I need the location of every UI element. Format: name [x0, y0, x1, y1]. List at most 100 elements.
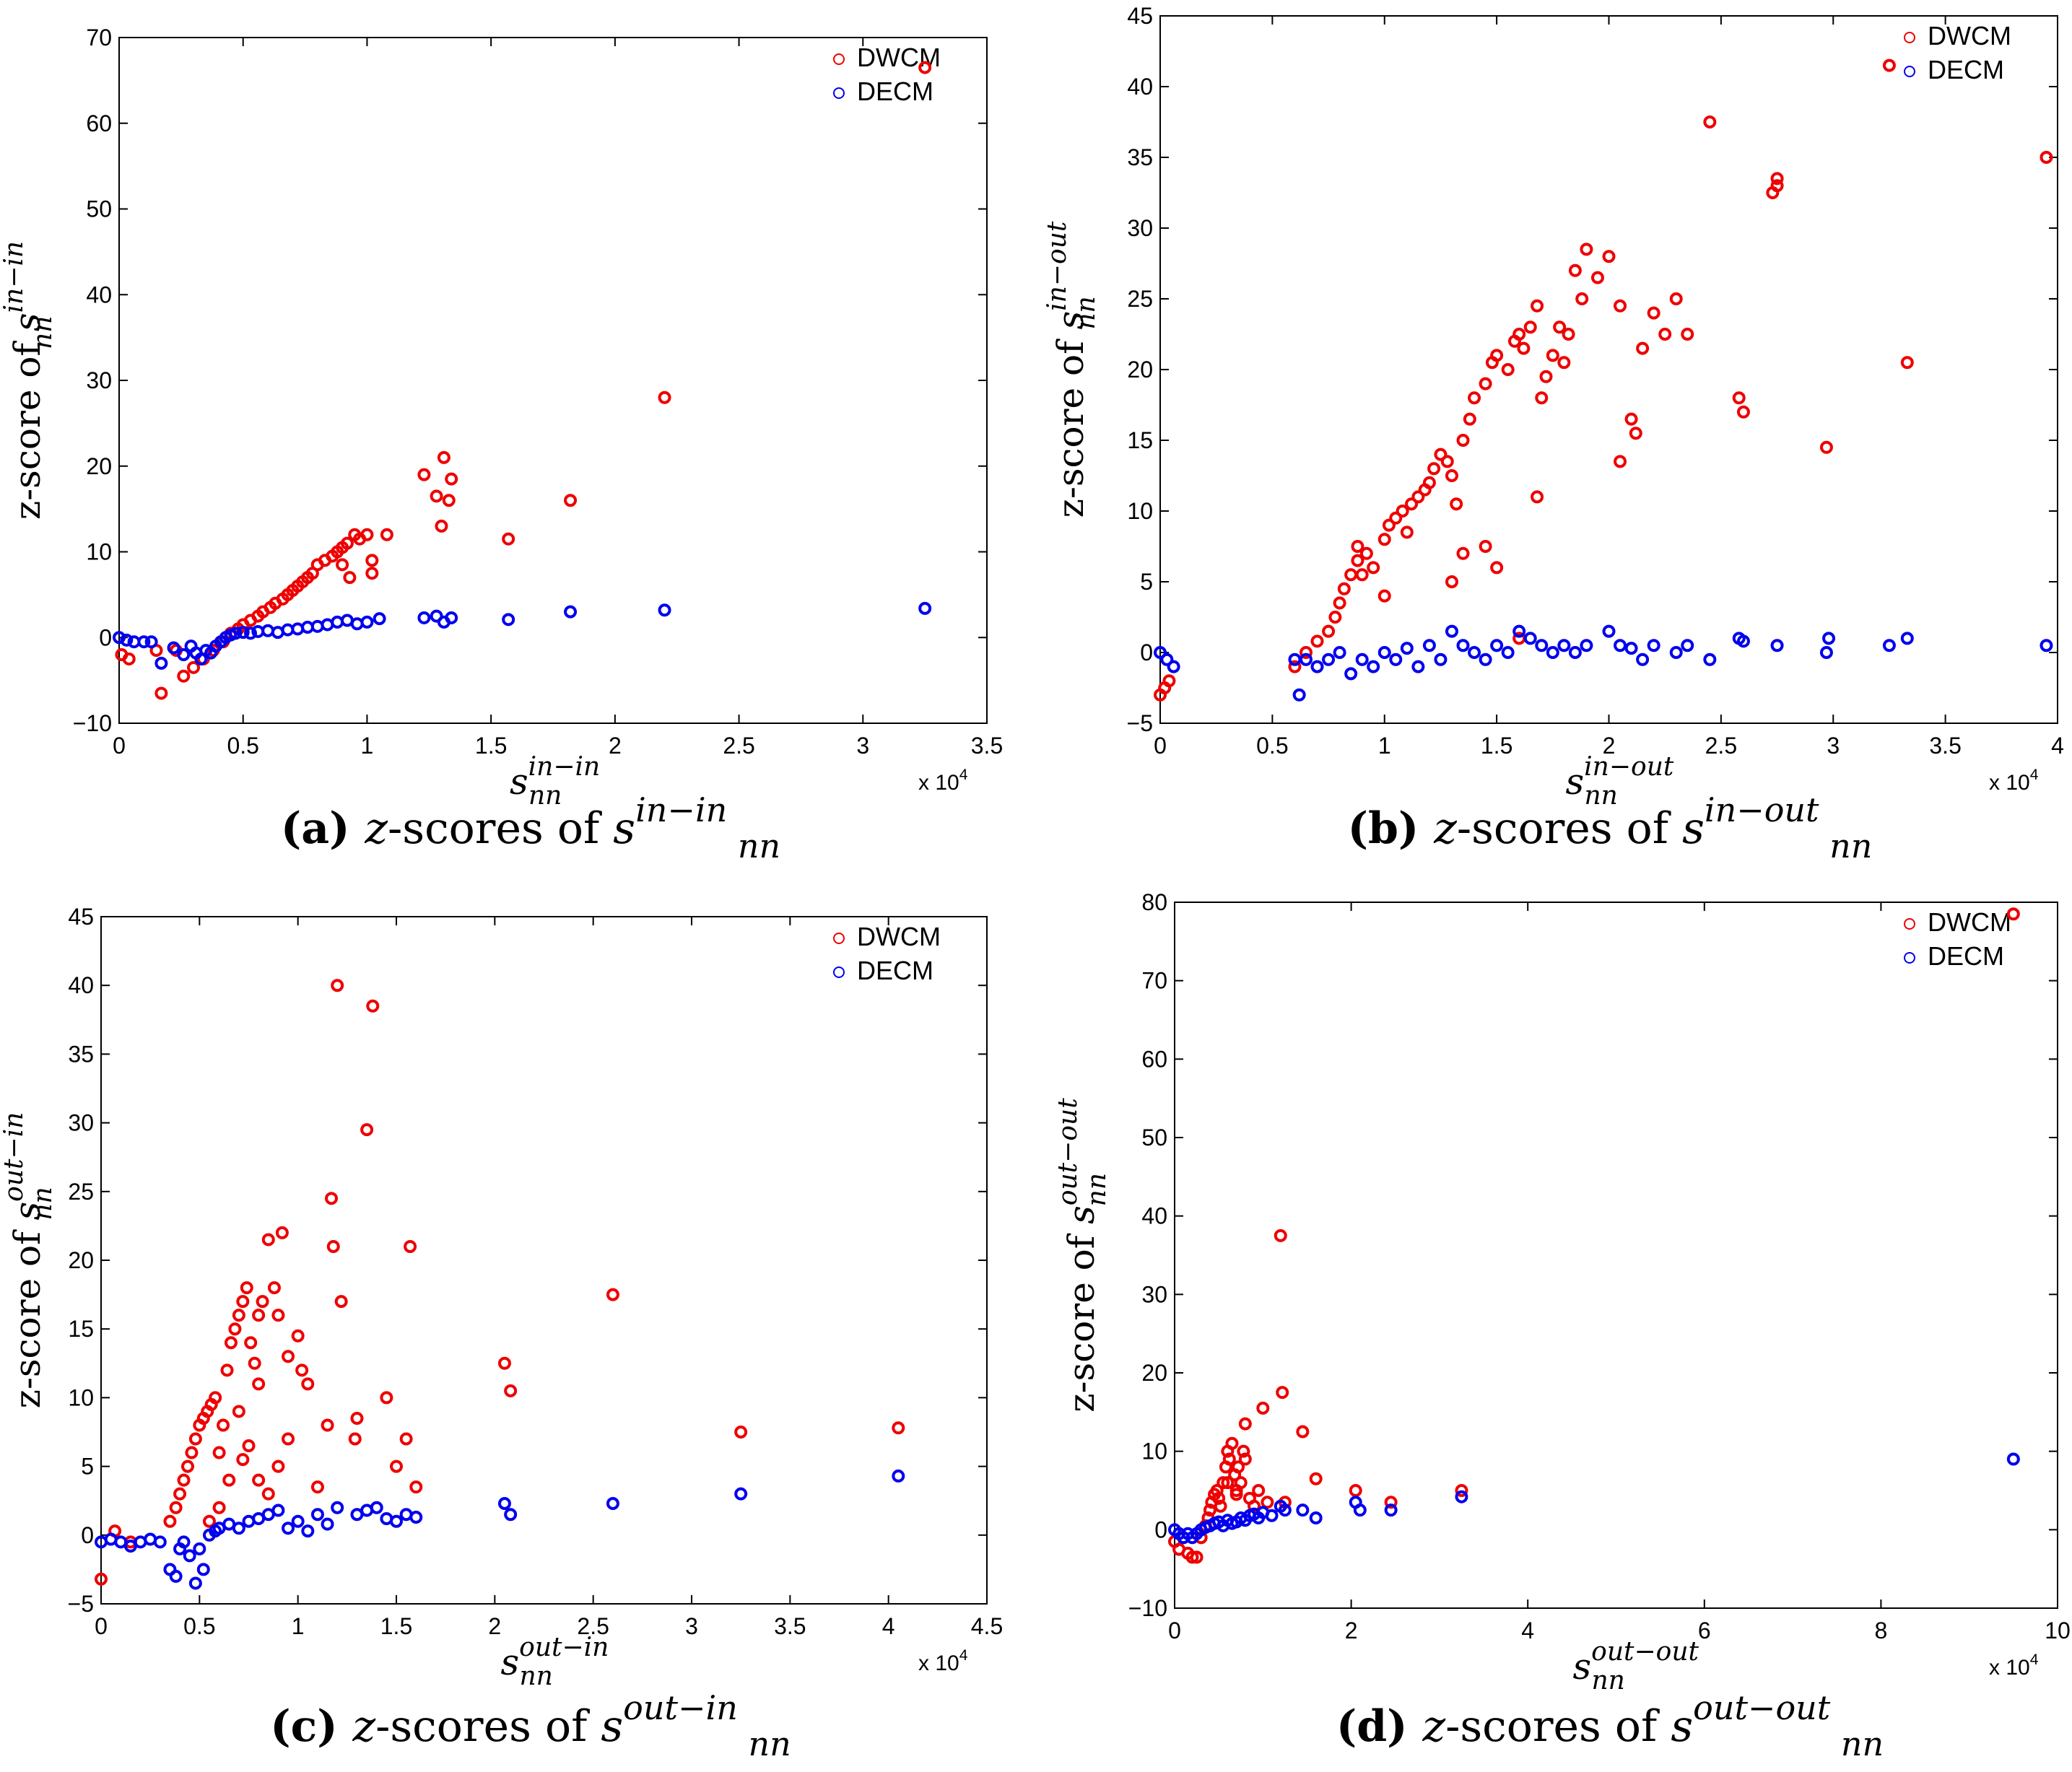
caption-sup: in−out — [1705, 790, 1819, 829]
y-tick-label: 15 — [68, 1316, 94, 1342]
point-decm — [169, 1569, 183, 1583]
point-dwcm — [1681, 328, 1694, 341]
point-decm — [417, 611, 431, 624]
point-dwcm — [1629, 427, 1642, 440]
point-dwcm — [1900, 356, 1914, 370]
point-dwcm — [1214, 1499, 1227, 1513]
point-dwcm — [1337, 582, 1351, 595]
point-decm — [1434, 653, 1448, 666]
y-tick-label: 45 — [1127, 3, 1153, 29]
point-decm — [1310, 660, 1324, 673]
point-dwcm — [217, 1418, 230, 1432]
point-dwcm — [1531, 490, 1544, 504]
point-decm — [154, 656, 168, 670]
x-axis-label: sin−out — [1566, 752, 1674, 803]
point-dwcm — [1216, 1476, 1230, 1490]
point-dwcm — [240, 1281, 253, 1295]
point-decm — [1292, 688, 1306, 702]
point-decm — [658, 603, 671, 617]
point-decm — [1822, 632, 1836, 645]
x-tick-label: 0 — [1154, 733, 1167, 759]
point-decm — [1636, 653, 1650, 666]
point-dwcm — [169, 1501, 183, 1514]
point-decm — [1367, 660, 1380, 673]
caption-var: s — [1671, 1701, 1693, 1752]
point-dwcm — [1276, 1386, 1289, 1400]
point-dwcm — [282, 1432, 295, 1446]
caption-z: z — [352, 1701, 375, 1752]
point-dwcm — [1229, 1488, 1243, 1501]
point-dwcm — [212, 1501, 226, 1514]
point-dwcm — [404, 1239, 417, 1253]
plot-frame — [1174, 902, 2058, 1609]
caption-sup: in−in — [635, 790, 727, 829]
point-dwcm — [1203, 1503, 1216, 1517]
point-dwcm — [1445, 469, 1458, 482]
x-axis-label-var: s — [501, 1641, 520, 1683]
x-exponent-base: x 10 — [1989, 771, 2030, 795]
y-tick-label: 35 — [68, 1041, 94, 1067]
point-dwcm — [1501, 363, 1515, 376]
point-decm — [196, 1563, 210, 1576]
x-tick-label: 1 — [292, 1613, 305, 1639]
point-decm — [1154, 646, 1167, 659]
y-axis-label-var: s — [6, 313, 48, 332]
point-dwcm — [1546, 349, 1559, 362]
legend-dwcm-marker — [833, 53, 845, 65]
point-decm — [153, 1535, 167, 1549]
y-tick-label: 20 — [1127, 357, 1153, 383]
point-dwcm — [224, 1336, 238, 1350]
y-tick-label: 15 — [1127, 427, 1153, 453]
x-tick-label: 1.5 — [380, 1613, 412, 1639]
point-dwcm — [122, 652, 136, 665]
point-decm — [1456, 639, 1470, 653]
point-decm — [1445, 624, 1458, 638]
point-dwcm — [1770, 172, 1784, 186]
legend-dwcm-label: DWCM — [1928, 907, 2011, 937]
point-decm — [497, 1497, 511, 1511]
point-dwcm — [399, 1432, 413, 1446]
point-dwcm — [1770, 179, 1784, 193]
caption-sup: out−in — [623, 1688, 738, 1727]
point-decm — [1353, 1503, 1367, 1517]
point-decm — [370, 1501, 383, 1514]
point-decm — [177, 1535, 191, 1549]
point-dwcm — [1568, 263, 1582, 277]
y-tick-label: −10 — [1128, 1595, 1167, 1621]
point-decm — [1479, 653, 1492, 666]
point-decm — [445, 611, 458, 624]
point-dwcm — [892, 1421, 905, 1435]
caption-sub: nn — [738, 1724, 791, 1763]
x-tick-label: 0.5 — [227, 733, 258, 759]
x-tick-label: 4 — [882, 1613, 895, 1639]
point-dwcm — [336, 558, 349, 572]
x-tick-label: 1.5 — [475, 733, 507, 759]
point-decm — [310, 1508, 324, 1522]
point-dwcm — [1614, 455, 1627, 468]
point-dwcm — [1590, 271, 1604, 284]
x-exponent-base: x 10 — [1989, 1656, 2030, 1680]
x-tick-label: 1.5 — [1481, 733, 1512, 759]
point-dwcm — [1669, 292, 1683, 305]
point-decm — [1278, 1503, 1292, 1517]
x-axis-label-sup: in−out — [1584, 752, 1674, 782]
point-dwcm — [918, 61, 932, 74]
point-dwcm — [1440, 455, 1454, 468]
point-dwcm — [1819, 440, 1833, 454]
point-decm — [271, 1503, 285, 1517]
point-dwcm — [1624, 412, 1638, 426]
legend-dwcm-label: DWCM — [857, 43, 941, 72]
point-decm — [1296, 1503, 1310, 1517]
caption: (c) z-scores of sout−in nn — [270, 1688, 791, 1763]
point-decm — [1490, 639, 1504, 653]
point-dwcm — [1237, 1444, 1250, 1458]
point-dwcm — [1512, 328, 1526, 341]
point-decm — [1355, 653, 1369, 666]
point-decm — [1377, 646, 1391, 659]
point-dwcm — [380, 1391, 393, 1405]
point-dwcm — [1427, 462, 1441, 476]
caption: (d) z-scores of sout−out nn — [1336, 1688, 1884, 1763]
x-tick-label: 0.5 — [1256, 733, 1288, 759]
point-dwcm — [188, 1432, 202, 1446]
point-decm — [1389, 653, 1403, 666]
